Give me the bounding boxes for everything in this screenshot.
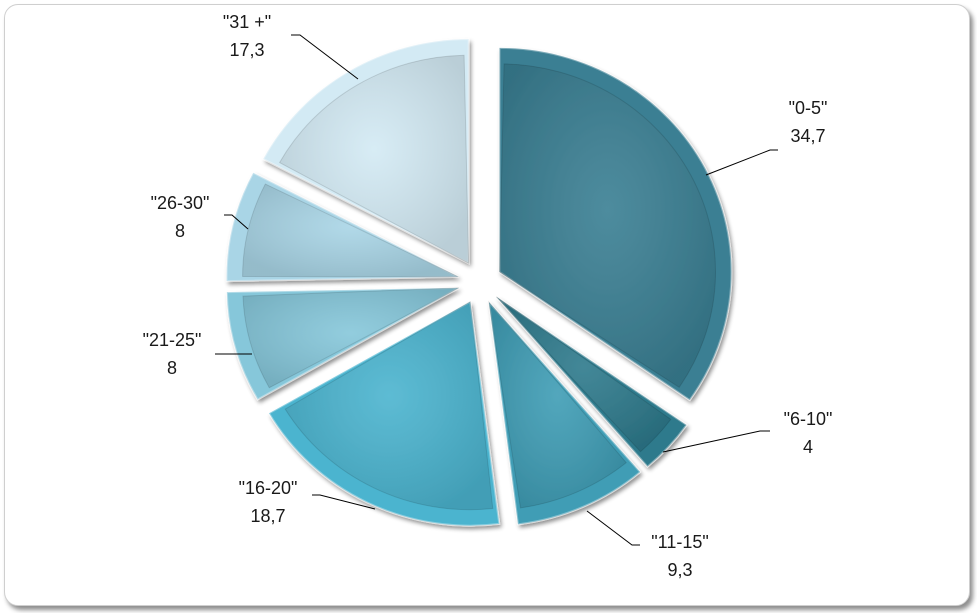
slice-category-label: "0-5" <box>789 98 828 118</box>
pie-slice-group <box>495 295 688 469</box>
leader-line <box>586 510 640 546</box>
leader-line <box>224 214 249 230</box>
slice-category-label: "26-30" <box>151 193 210 213</box>
slice-value-label: 8 <box>167 358 177 378</box>
slice-value-label: 17,3 <box>229 40 264 60</box>
slice-value-label: 8 <box>175 221 185 241</box>
pie-slice-bevel <box>242 183 459 278</box>
slice-value-label: 34,7 <box>790 126 825 146</box>
pie-slice-bevel <box>488 300 627 509</box>
pie-slice-group <box>225 286 460 401</box>
pie-slice-group <box>261 38 470 265</box>
slice-category-label: "6-10" <box>784 409 833 429</box>
slice-category-label: "21-25" <box>143 330 202 350</box>
slice-category-label: "31 +" <box>223 12 271 32</box>
slice-category-label: "11-15" <box>651 532 708 552</box>
pie-slice-bevel <box>495 296 672 453</box>
leader-line <box>291 34 359 80</box>
leader-line <box>705 149 778 176</box>
leader-lines-layer <box>215 34 778 546</box>
pie-slice-bevel <box>278 54 470 265</box>
slices-layer <box>225 38 733 527</box>
leader-line <box>312 494 376 510</box>
leader-line <box>662 430 770 453</box>
pie-slice-bevel <box>499 63 716 388</box>
pie-slice-group <box>487 299 642 526</box>
pie-slice-bevel <box>242 287 460 389</box>
pie-slice-bevel <box>284 300 494 511</box>
slice-value-label: 9,3 <box>667 560 692 580</box>
pie-slice-group <box>267 300 501 527</box>
pie-slice-group <box>225 171 460 283</box>
pie-slice-group <box>498 46 733 402</box>
slice-value-label: 4 <box>803 437 813 457</box>
slice-value-label: 18,7 <box>250 506 285 526</box>
slice-category-label: "16-20" <box>239 478 298 498</box>
labels-layer: "0-5" 34,7 "6-10" 4 "11-15" 9,3 "16-20" 18,7 "21… <box>143 12 833 580</box>
